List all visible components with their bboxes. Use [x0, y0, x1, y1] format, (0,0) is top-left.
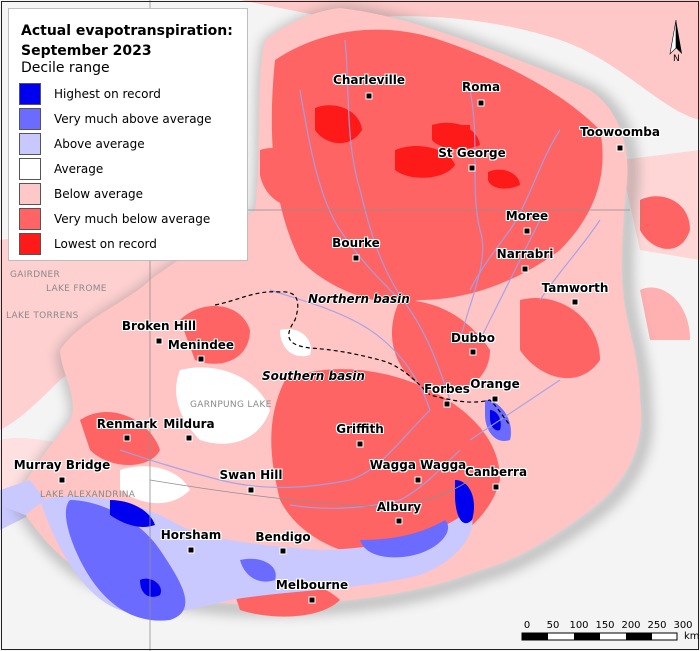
legend-subtitle: Decile range [21, 60, 110, 76]
legend-label: Very much below average [54, 212, 211, 226]
town-label: Dubbo [451, 331, 495, 345]
legend-label: Very much above average [54, 112, 212, 126]
legend-label: Below average [54, 187, 144, 201]
scale-tick-label: 50 [546, 620, 560, 631]
north-arrow: N [668, 18, 684, 68]
town-marker-icon [352, 254, 360, 262]
town-label: Moree [505, 209, 549, 223]
town-label: St George [438, 146, 506, 160]
town-label: Forbes [424, 382, 470, 396]
legend-label: Average [54, 162, 104, 176]
legend-item: Very much below average [19, 208, 247, 232]
lake-label: GARNPUNG LAKE [190, 400, 272, 410]
town-label: Broken Hill [121, 319, 197, 333]
town-label: Bourke [332, 236, 380, 250]
town-label: Griffith [336, 422, 384, 436]
town-marker-icon [469, 348, 477, 356]
town-marker-icon [155, 337, 163, 345]
scale-tick-label: 250 [647, 620, 667, 631]
lake-label: GAIRDNER [10, 270, 61, 280]
town-marker-icon [616, 144, 624, 152]
southern-basin-label: Southern basin [262, 369, 365, 383]
town-marker-icon [468, 164, 476, 172]
town-marker-icon [279, 547, 287, 555]
town-marker-icon [414, 476, 422, 484]
town-marker-icon [185, 434, 193, 442]
legend-title: Actual evapotranspiration: September 202… [21, 23, 233, 59]
town-label: Charleville [333, 73, 405, 87]
legend-swatch [19, 158, 41, 180]
town-label: Horsham [160, 528, 222, 542]
north-label: N [673, 54, 680, 64]
basin-divide [214, 291, 511, 426]
town-marker-icon [247, 486, 255, 494]
average-regions [120, 329, 311, 504]
town-marker-icon [491, 395, 499, 403]
legend-swatch [19, 133, 41, 155]
lake-label: LAKE ALEXANDRINA [40, 490, 136, 500]
town-marker-icon [443, 400, 451, 408]
town-label: Renmark [96, 417, 158, 431]
town-marker-icon [365, 92, 373, 100]
town-marker-icon [395, 517, 403, 525]
town-label: Albury [376, 500, 422, 514]
scale-tick-label: 150 [595, 620, 615, 631]
town-label: Orange [470, 377, 520, 391]
legend-item: Average [19, 158, 247, 182]
legend-swatch [19, 208, 41, 230]
lake-label: LAKE FROME [46, 284, 107, 294]
town-marker-icon [58, 476, 66, 484]
town-label: Wagga Wagga [369, 458, 467, 472]
legend-swatch [19, 233, 41, 255]
town-marker-icon [187, 546, 195, 554]
town-label: Bendigo [255, 530, 311, 544]
town-marker-icon [523, 227, 531, 235]
legend-item: Very much above average [19, 108, 247, 132]
town-marker-icon [521, 265, 529, 273]
scale-labels: 0 50 100 150 200 250 300 [518, 620, 700, 634]
town-marker-icon [356, 440, 364, 448]
town-label: Mildura [163, 417, 215, 431]
town-label: Canberra [464, 465, 528, 479]
scale-unit: km [684, 631, 700, 642]
scale-tick-label: 100 [569, 620, 589, 631]
town-marker-icon [123, 434, 131, 442]
town-marker-icon [477, 99, 485, 107]
town-label: Swan Hill [219, 468, 283, 482]
legend-label: Lowest on record [54, 237, 157, 251]
town-marker-icon [308, 596, 316, 604]
northern-basin-label: Northern basin [308, 292, 410, 306]
legend-label: Highest on record [54, 87, 161, 101]
legend-swatch [19, 108, 41, 130]
town-marker-icon [492, 483, 500, 491]
scale-tick-label: 300 [673, 620, 693, 631]
north-arrow-icon [669, 19, 682, 55]
scale-bar [521, 632, 678, 641]
legend-swatch [19, 83, 41, 105]
scale-tick-label: 200 [621, 620, 641, 631]
town-label: Melbourne [275, 578, 349, 592]
above-average-regions [0, 400, 511, 621]
legend-item: Above average [19, 133, 247, 157]
legend-swatch [19, 183, 41, 205]
scale-tick-label: 0 [523, 620, 531, 631]
town-label: Roma [461, 80, 501, 94]
town-label: Tamworth [541, 281, 609, 295]
town-marker-icon [197, 355, 205, 363]
legend-item: Highest on record [19, 83, 247, 107]
town-marker-icon [571, 298, 579, 306]
town-label: Toowoomba [580, 125, 660, 139]
lake-label: LAKE TORRENS [6, 311, 79, 321]
town-label: Menindee [167, 338, 235, 352]
town-label: Murray Bridge [13, 458, 111, 472]
legend-item: Below average [19, 183, 247, 207]
legend-item: Lowest on record [19, 233, 247, 257]
legend: Actual evapotranspiration: September 202… [8, 8, 248, 261]
legend-label: Above average [54, 137, 145, 151]
town-label: Narrabri [496, 247, 554, 261]
